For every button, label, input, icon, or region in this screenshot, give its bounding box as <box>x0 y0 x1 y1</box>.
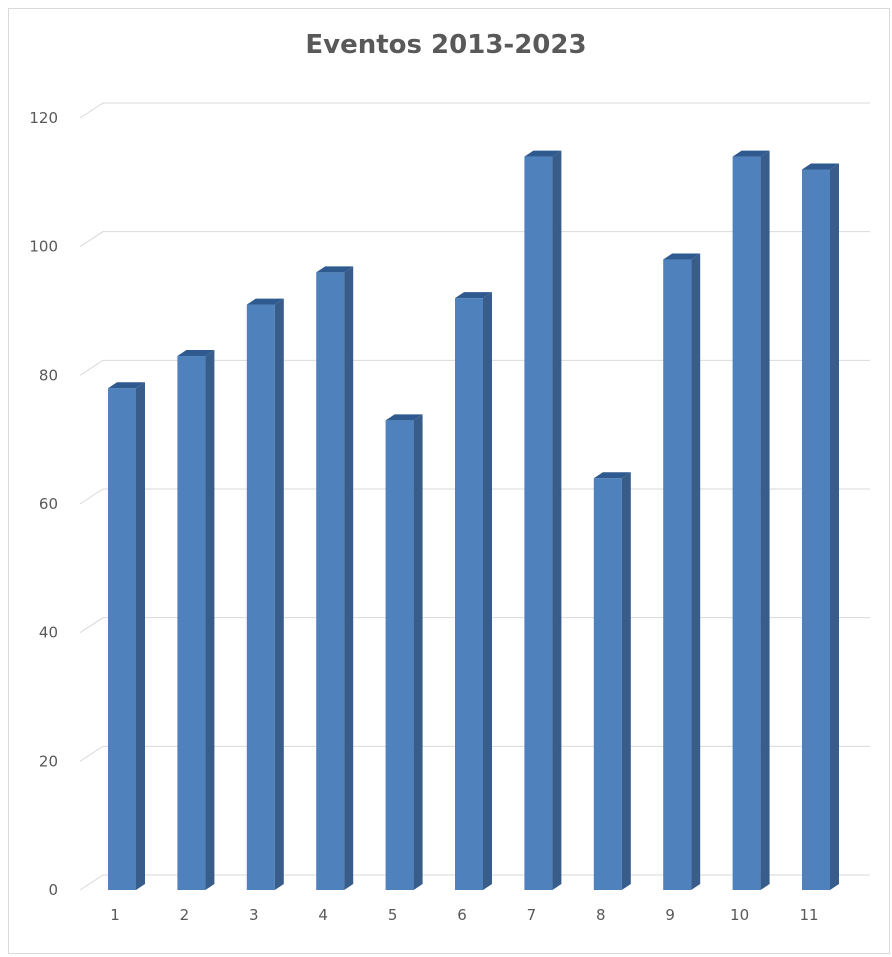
x-tick-label: 7 <box>527 906 537 924</box>
x-tick-label: 9 <box>665 906 675 924</box>
bar-top <box>385 414 423 421</box>
gridline <box>79 359 870 376</box>
bar-top <box>524 150 562 157</box>
x-tick-label: 2 <box>180 906 190 924</box>
gridline <box>79 231 870 248</box>
bar-front <box>732 156 761 891</box>
x-axis-tick-labels: 1 2 3 4 5 6 7 8 9 10 11 <box>110 906 818 924</box>
bar <box>108 382 145 890</box>
bar <box>316 266 354 890</box>
bar-side <box>621 472 631 890</box>
bar-front <box>177 356 206 890</box>
bar-front <box>385 420 414 890</box>
bar-front <box>455 298 483 891</box>
gridline <box>79 102 870 119</box>
bar-side <box>552 150 562 891</box>
bar-side <box>344 266 354 890</box>
bar-front <box>524 156 553 891</box>
bar-side <box>830 163 839 890</box>
bar-top <box>246 298 284 305</box>
bar <box>663 253 701 891</box>
x-tick-label: 11 <box>799 906 818 924</box>
bar-side <box>691 253 701 891</box>
bar-front <box>246 304 275 891</box>
bar-top <box>802 163 839 170</box>
x-tick-label: 3 <box>249 906 259 924</box>
bar-top <box>593 472 631 479</box>
bar-top <box>455 292 492 299</box>
y-tick-label: 40 <box>39 624 58 642</box>
bar-front <box>108 388 136 890</box>
x-tick-label: 10 <box>730 906 749 924</box>
bar-front <box>663 259 692 890</box>
bar <box>732 150 770 891</box>
y-tick-label: 20 <box>39 752 58 770</box>
bar <box>246 298 284 891</box>
x-tick-label: 1 <box>110 906 120 924</box>
y-tick-label: 80 <box>39 366 58 384</box>
bar <box>593 472 631 890</box>
bar-front <box>802 169 830 890</box>
x-tick-label: 6 <box>457 906 467 924</box>
bar-side <box>760 150 770 891</box>
bar-front <box>316 272 345 890</box>
bar <box>177 350 215 890</box>
bar-top <box>663 253 701 260</box>
bar-side <box>205 350 215 890</box>
bar-side <box>413 414 423 890</box>
bar <box>385 414 423 890</box>
bars <box>108 150 839 891</box>
bar-side <box>274 298 284 891</box>
bar-top <box>732 150 770 157</box>
x-tick-label: 8 <box>596 906 606 924</box>
x-tick-label: 4 <box>318 906 328 924</box>
bar-top <box>316 266 354 273</box>
y-tick-label: 120 <box>29 109 58 127</box>
bar-top <box>108 382 145 389</box>
y-axis-tick-labels: 0 20 40 60 80 100 120 <box>29 109 58 899</box>
y-tick-label: 60 <box>39 495 58 513</box>
x-tick-label: 5 <box>388 906 398 924</box>
bar <box>802 163 839 890</box>
bar-side <box>136 382 145 890</box>
bar <box>455 292 492 891</box>
bar-side <box>483 292 492 891</box>
chart-title: Eventos 2013-2023 <box>305 30 587 60</box>
bar <box>524 150 562 891</box>
y-tick-label: 0 <box>48 881 58 899</box>
bar-front <box>593 478 622 890</box>
y-tick-label: 100 <box>29 238 58 256</box>
bar-top <box>177 350 215 357</box>
